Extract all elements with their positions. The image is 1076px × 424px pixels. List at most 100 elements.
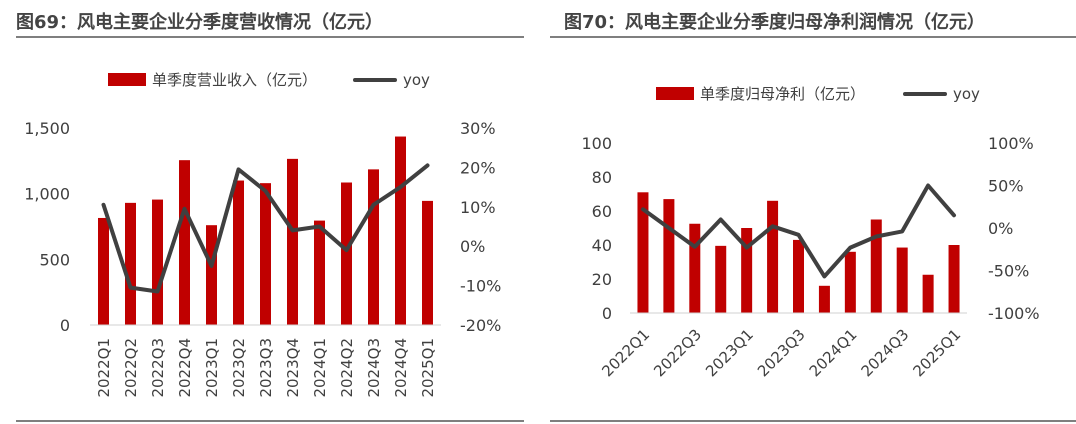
bar-2023Q2 xyxy=(767,200,779,313)
yoy-point-2023Q2 xyxy=(772,225,774,227)
yoy-point-2025Q1 xyxy=(427,164,428,166)
yoy-point-2025Q1 xyxy=(953,214,955,216)
y-left-tick-label: 0 xyxy=(60,316,70,335)
x-tick-label: 2023Q2 xyxy=(230,338,248,398)
yoy-point-2022Q1 xyxy=(103,204,104,206)
bar-2022Q2 xyxy=(663,199,675,313)
y-left-tick-label: 0 xyxy=(602,304,612,323)
x-tick-label: 2022Q2 xyxy=(122,338,140,398)
yoy-point-2023Q3 xyxy=(798,234,799,236)
y-right-tick-label: 50% xyxy=(988,177,1024,196)
x-tick-label: 2022Q3 xyxy=(650,326,705,381)
figure-70-top-rule xyxy=(550,36,1076,38)
y-left-tick-label: 1,500 xyxy=(24,119,70,138)
y-left-tick-label: 80 xyxy=(592,168,612,187)
x-tick-label: 2024Q1 xyxy=(806,326,861,381)
figure-70-bottom-rule xyxy=(550,420,1076,422)
bar-2023Q4 xyxy=(818,285,830,313)
yoy-point-2022Q3 xyxy=(157,291,158,293)
yoy-point-2023Q4 xyxy=(823,275,825,277)
bar-2024Q2 xyxy=(341,182,352,325)
x-tick-label: 2023Q3 xyxy=(754,326,809,381)
x-tick-label: 2024Q4 xyxy=(392,338,410,398)
legend-bar-swatch xyxy=(108,73,146,86)
y-left-tick-label: 1,000 xyxy=(24,185,70,204)
bar-2023Q3 xyxy=(260,183,271,325)
bar-2025Q1 xyxy=(422,200,433,325)
y-right-tick-label: 0% xyxy=(460,237,485,256)
y-left-tick-label: 60 xyxy=(592,202,612,221)
x-tick-label: 2022Q3 xyxy=(149,338,167,398)
yoy-point-2024Q1 xyxy=(849,247,851,249)
bar-2024Q3 xyxy=(896,247,908,313)
bar-2023Q3 xyxy=(793,239,804,313)
y-right-tick-label: 20% xyxy=(460,158,496,177)
bar-2022Q4 xyxy=(179,160,190,325)
legend-bar-label: 单季度归母净利（亿元） xyxy=(700,85,865,103)
y-left-tick-label: 20 xyxy=(592,270,612,289)
y-right-tick-label: 10% xyxy=(460,198,496,217)
x-tick-label: 2022Q4 xyxy=(176,338,194,398)
yoy-point-2022Q2 xyxy=(668,227,670,229)
yoy-point-2022Q2 xyxy=(130,287,131,289)
bar-2022Q1 xyxy=(98,217,109,325)
legend-line-label: yoy xyxy=(403,71,430,89)
yoy-point-2022Q1 xyxy=(642,208,644,210)
bar-2023Q2 xyxy=(233,180,244,325)
legend-bar-swatch xyxy=(656,87,694,100)
x-tick-label: 2024Q3 xyxy=(858,326,913,381)
yoy-point-2024Q4 xyxy=(927,185,929,186)
x-tick-label: 2024Q2 xyxy=(338,338,356,398)
figure-69-bottom-rule xyxy=(16,420,524,422)
figure-69-panel: 图69：风电主要企业分季度营收情况（亿元） 单季度营业收入（亿元） yoy 0 500… xyxy=(0,0,528,424)
x-tick-label: 2025Q1 xyxy=(909,326,964,381)
x-tick-label: 2024Q3 xyxy=(365,338,383,398)
y-right-tick-label: -10% xyxy=(460,277,501,296)
yoy-point-2023Q3 xyxy=(265,190,266,192)
x-tick-label: 2023Q1 xyxy=(203,338,221,398)
bar-2024Q1 xyxy=(314,220,325,325)
yoy-point-2022Q3 xyxy=(694,246,696,248)
yoy-point-2023Q2 xyxy=(238,168,239,170)
yoy-point-2024Q3 xyxy=(373,204,374,206)
figure-69-title: 图69：风电主要企业分季度营收情况（亿元） xyxy=(16,12,384,33)
yoy-point-2024Q2 xyxy=(346,249,347,251)
bar-2024Q3 xyxy=(368,169,379,325)
yoy-point-2024Q4 xyxy=(400,186,401,188)
y-left-tick-label: 500 xyxy=(39,250,70,269)
y-right-tick-label: -50% xyxy=(988,262,1029,281)
y-right-tick-label: -100% xyxy=(988,304,1040,323)
bar-2022Q3 xyxy=(152,199,163,325)
bar-2023Q1 xyxy=(741,228,753,313)
figure-69-chart: 单季度营业收入（亿元） yoy 0 500 1,000 1,500 -20% -10% 0% 10… xyxy=(24,71,501,398)
y-right-tick-label: 100% xyxy=(988,134,1034,153)
yoy-point-2022Q4 xyxy=(720,219,722,220)
yoy-point-2024Q2 xyxy=(875,236,877,237)
yoy-point-2024Q1 xyxy=(319,226,320,227)
x-tick-label: 2023Q3 xyxy=(257,338,275,398)
y-left-tick-label: 40 xyxy=(592,236,612,255)
bar-2022Q4 xyxy=(715,245,727,313)
x-tick-label: 2023Q1 xyxy=(702,326,757,381)
x-tick-label: 2024Q1 xyxy=(311,338,329,398)
bar-2024Q1 xyxy=(844,251,856,313)
bar-2024Q4 xyxy=(922,274,934,313)
bar-2022Q3 xyxy=(689,223,701,313)
legend-line-label: yoy xyxy=(953,85,980,103)
y-right-tick-label: -20% xyxy=(460,316,501,335)
x-tick-label: 2022Q1 xyxy=(95,338,113,398)
yoy-point-2024Q3 xyxy=(901,230,903,232)
x-tick-label: 2023Q4 xyxy=(284,338,302,398)
figure-70-panel: 图70：风电主要企业分季度归母净利润情况（亿元） 单季度归母净利（亿元） yoy 0… xyxy=(550,0,1076,424)
y-right-tick-label: 0% xyxy=(988,219,1013,238)
legend-bar-label: 单季度营业收入（亿元） xyxy=(152,71,317,89)
yoy-point-2022Q4 xyxy=(184,208,185,210)
figure-70-title: 图70：风电主要企业分季度归母净利润情况（亿元） xyxy=(564,12,986,33)
y-left-tick-label: 100 xyxy=(581,134,612,153)
bar-2022Q1 xyxy=(637,192,649,313)
bar-2023Q1 xyxy=(206,225,217,325)
figure-70-chart: 单季度归母净利（亿元） yoy 0 20 40 60 80 100 -100% -50% 0% 50%… xyxy=(581,85,1040,381)
yoy-point-2023Q1 xyxy=(211,265,212,267)
y-right-tick-label: 30% xyxy=(460,119,496,138)
bar-2025Q1 xyxy=(948,245,960,313)
